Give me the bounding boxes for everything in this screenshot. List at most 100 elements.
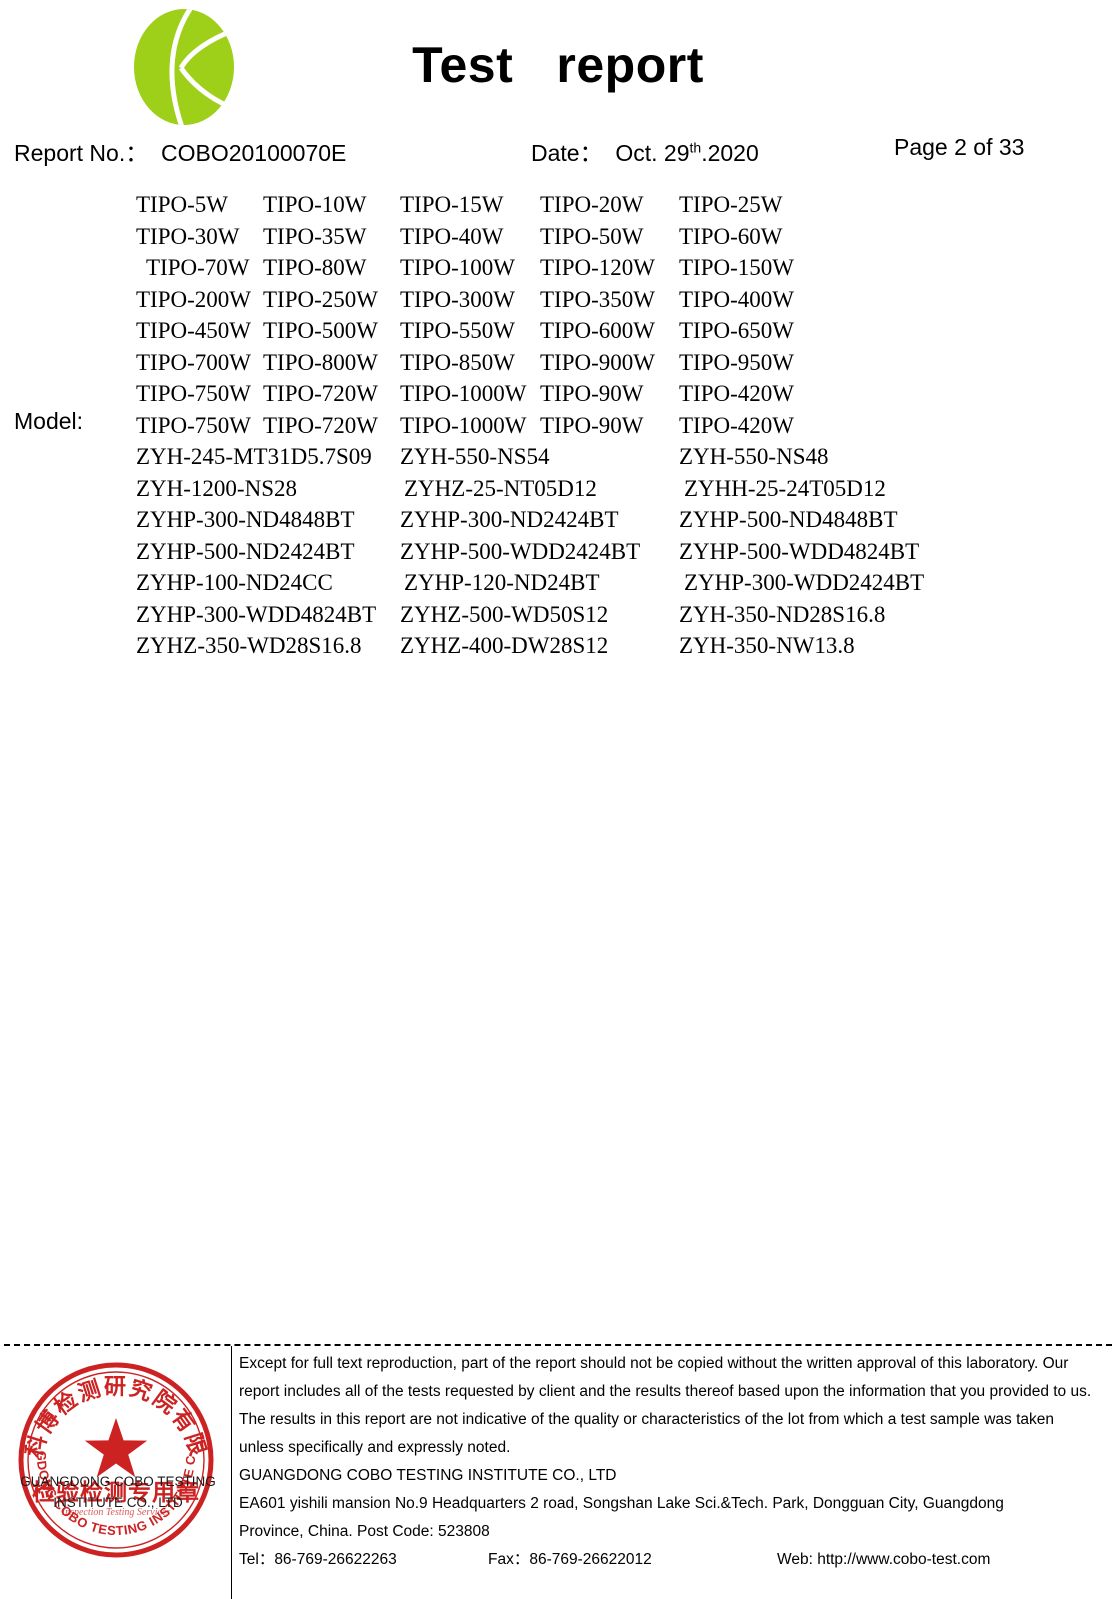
disclaimer-line: report includes all of the tests request…: [239, 1383, 1092, 1400]
model-item: TIPO-720W: [263, 381, 378, 406]
report-date-ordinal: th: [689, 139, 702, 156]
model-item: TIPO-600W: [540, 318, 655, 343]
model-item: TIPO-10W: [263, 192, 367, 217]
disclaimer-line: The results in this report are not indic…: [239, 1411, 1054, 1428]
report-date-suffix: .2020: [701, 140, 759, 166]
model-item: ZYHP-300-WDD4824BT: [136, 601, 377, 627]
model-item: TIPO-300W: [400, 286, 515, 312]
model-item: ZYH-1200-NS28: [136, 475, 297, 501]
model-row: ZYHP-300-WDD4824BT ZYHZ-500-WD50S12 ZYH-…: [0, 602, 1116, 634]
report-date-prefix: Date： Oct. 29: [531, 140, 690, 166]
model-item: TIPO-250W: [263, 286, 378, 312]
model-item: TIPO-60W: [679, 223, 783, 249]
model-item: TIPO-1000W: [400, 412, 527, 438]
model-item: TIPO-950W: [679, 349, 794, 375]
report-number: Report No.： COBO20100070E: [14, 140, 347, 166]
model-label: Model:: [14, 408, 84, 434]
model-item: ZYH-350-NW13.8: [679, 633, 855, 658]
model-item: ZYHZ-400-DW28S12: [400, 633, 609, 658]
model-item: ZYHP-500-ND2424BT: [136, 538, 355, 564]
model-item: TIPO-15W: [400, 192, 504, 217]
report-date: Date： Oct. 29th.2020: [531, 134, 759, 168]
model-item: ZYHP-300-ND4848BT: [136, 507, 355, 532]
model-row: ZYHP-500-ND2424BT ZYHP-500-WDD2424BT ZYH…: [0, 539, 1116, 571]
model-item: TIPO-650W: [679, 318, 794, 343]
model-item: ZYHP-500-WDD2424BT: [400, 538, 641, 564]
model-item: ZYHP-500-ND4848BT: [679, 507, 898, 532]
model-item: TIPO-500W: [263, 318, 378, 343]
model-item: TIPO-40W: [400, 223, 504, 249]
model-row: TIPO-450W TIPO-500W TIPO-550W TIPO-600W …: [0, 318, 1116, 350]
model-item: TIPO-420W: [679, 381, 794, 406]
page-header: Test report: [0, 0, 1116, 130]
footer-address-line-2: Province, China. Post Code: 523808: [239, 1523, 490, 1540]
page-title: Test report: [412, 37, 704, 93]
model-item: TIPO-120W: [540, 255, 655, 280]
model-item: TIPO-450W: [136, 318, 251, 343]
model-item: ZYHP-500-WDD4824BT: [679, 538, 920, 564]
footer-website[interactable]: Web: http://www.cobo-test.com: [777, 1551, 991, 1568]
footer-address-line-1: EA601 yishili mansion No.9 Headquarters …: [239, 1495, 1004, 1512]
cobo-leaf-logo-icon: [123, 6, 245, 128]
model-item: TIPO-400W: [679, 286, 794, 312]
model-item: TIPO-90W: [540, 381, 644, 406]
model-row: TIPO-750W TIPO-720W TIPO-1000W TIPO-90W …: [0, 413, 1116, 445]
model-item: ZYHP-300-WDD2424BT: [684, 570, 925, 595]
model-item: TIPO-30W: [136, 223, 240, 249]
footer-divider-dashed: [4, 1344, 1112, 1346]
model-item: ZYHH-25-24T05D12: [684, 475, 886, 501]
page-indicator: Page 2 of 33: [894, 134, 1025, 160]
model-item: TIPO-200W: [136, 286, 251, 312]
svg-text:检验检测专用章: 检验检测专用章: [32, 1479, 200, 1506]
disclaimer-line: unless specifically and expressly noted.: [239, 1439, 511, 1456]
page-footer: 广东科博检测研究院有限公司 GUANGDONG COBO TESTING INS…: [0, 1338, 1116, 1599]
model-item: ZYH-350-ND28S16.8: [679, 601, 886, 627]
model-item: TIPO-700W: [136, 349, 251, 375]
svg-text:Inspection Testing Services: Inspection Testing Services: [61, 1507, 171, 1518]
model-item: TIPO-80W: [263, 255, 367, 280]
model-item: TIPO-50W: [540, 223, 644, 249]
model-row: TIPO-70W TIPO-80W TIPO-100W TIPO-120W TI…: [0, 255, 1116, 287]
model-item: TIPO-90W: [540, 412, 644, 438]
model-item: ZYH-550-NS54: [400, 444, 550, 469]
model-item: TIPO-150W: [679, 255, 794, 280]
model-item: TIPO-100W: [400, 255, 515, 280]
model-row: ZYH-245-MT31D5.7S09 ZYH-550-NS54 ZYH-550…: [0, 444, 1116, 476]
model-item: TIPO-800W: [263, 349, 378, 375]
model-row: ZYHP-300-ND4848BT ZYHP-300-ND2424BT ZYHP…: [0, 507, 1116, 539]
model-item: TIPO-720W: [263, 412, 378, 438]
model-item: TIPO-5W: [136, 192, 228, 217]
model-item: ZYHZ-500-WD50S12: [400, 601, 609, 627]
model-item: ZYHZ-350-WD28S16.8: [136, 633, 362, 658]
model-item: TIPO-35W: [263, 223, 367, 249]
report-meta-bar: Report No.： COBO20100070E Date： Oct. 29t…: [0, 134, 1116, 168]
model-row: TIPO-700W TIPO-800W TIPO-850W TIPO-900W …: [0, 350, 1116, 382]
model-item: TIPO-900W: [540, 349, 655, 375]
footer-fax: Fax：86-769-26622012: [488, 1551, 652, 1568]
model-item: TIPO-350W: [540, 286, 655, 312]
official-seal-stamp-icon: 广东科博检测研究院有限公司 GUANGDONG COBO TESTING INS…: [10, 1352, 222, 1564]
model-item: TIPO-420W: [679, 412, 794, 438]
model-item: ZYHP-120-ND24BT: [404, 570, 600, 595]
model-item: ZYHP-100-ND24CC: [136, 570, 333, 595]
footer-vertical-rule: [231, 1346, 232, 1599]
model-row: TIPO-5W TIPO-10W TIPO-15W TIPO-20W TIPO-…: [0, 192, 1116, 224]
footer-telephone: Tel：86-769-26622263: [239, 1551, 397, 1568]
model-item: TIPO-750W: [136, 412, 251, 438]
model-item: TIPO-550W: [400, 318, 515, 343]
model-row: ZYHZ-350-WD28S16.8 ZYHZ-400-DW28S12 ZYH-…: [0, 633, 1116, 665]
model-row: ZYHP-100-ND24CC ZYHP-120-ND24BT ZYHP-300…: [0, 570, 1116, 602]
model-item: ZYHZ-25-NT05D12: [404, 475, 597, 501]
model-item: TIPO-850W: [400, 349, 515, 375]
model-row: TIPO-750W TIPO-720W TIPO-1000W TIPO-90W …: [0, 381, 1116, 413]
model-item: TIPO-20W: [540, 192, 644, 217]
model-row: TIPO-200W TIPO-250W TIPO-300W TIPO-350W …: [0, 287, 1116, 319]
model-list: TIPO-5W TIPO-10W TIPO-15W TIPO-20W TIPO-…: [0, 192, 1116, 665]
model-item: ZYH-245-MT31D5.7S09: [136, 444, 372, 469]
model-item: TIPO-1000W: [400, 381, 527, 406]
footer-contact-row: Tel：86-769-26622263 Fax：86-769-26622012 …: [239, 1546, 1101, 1574]
footer-content: Except for full text reproduction, part …: [239, 1350, 1101, 1574]
model-item: TIPO-70W: [146, 255, 250, 280]
footer-company-name: GUANGDONG COBO TESTING INSTITUTE CO., LT…: [239, 1467, 617, 1484]
model-item: TIPO-25W: [679, 192, 783, 217]
